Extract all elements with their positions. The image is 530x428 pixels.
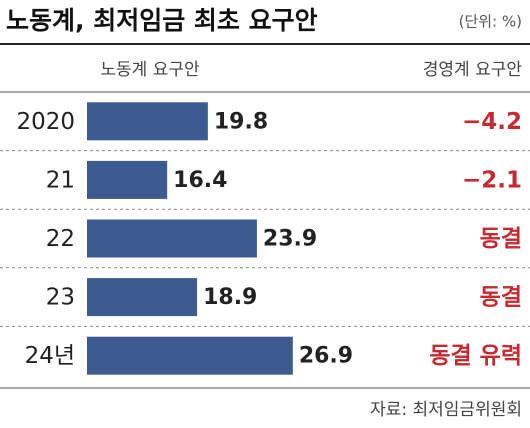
employer-proposal: 동결 (480, 226, 522, 252)
value-label: 26.9 (299, 344, 353, 369)
bar (87, 336, 293, 375)
employer-proposal: 동결 유력 (429, 343, 522, 369)
unit-label: (단위: %) (459, 13, 522, 31)
bar (87, 278, 198, 317)
source: 자료: 최저임금위원회 (370, 400, 522, 420)
value-label: 16.4 (173, 168, 227, 193)
employer-proposal: −4.2 (462, 109, 522, 135)
bar (87, 102, 208, 141)
chart-title: 노동계, 최저임금 최초 요구안 (6, 6, 318, 35)
value-label: 23.9 (263, 227, 317, 252)
bar (87, 219, 257, 258)
value-label: 18.9 (203, 285, 257, 310)
category-label: 22 (46, 226, 75, 252)
bar (87, 160, 168, 199)
column-header: 경영계 요구안 (423, 60, 523, 80)
category-label: 24년 (25, 343, 75, 369)
category-label: 23 (46, 285, 75, 311)
category-label: 21 (46, 167, 75, 193)
employer-proposal: 동결 (480, 285, 522, 311)
employer-proposal: −2.1 (462, 167, 522, 193)
value-label: 19.8 (214, 109, 268, 134)
category-label: 2020 (16, 109, 75, 135)
column-header: 노동계 요구안 (100, 60, 200, 80)
